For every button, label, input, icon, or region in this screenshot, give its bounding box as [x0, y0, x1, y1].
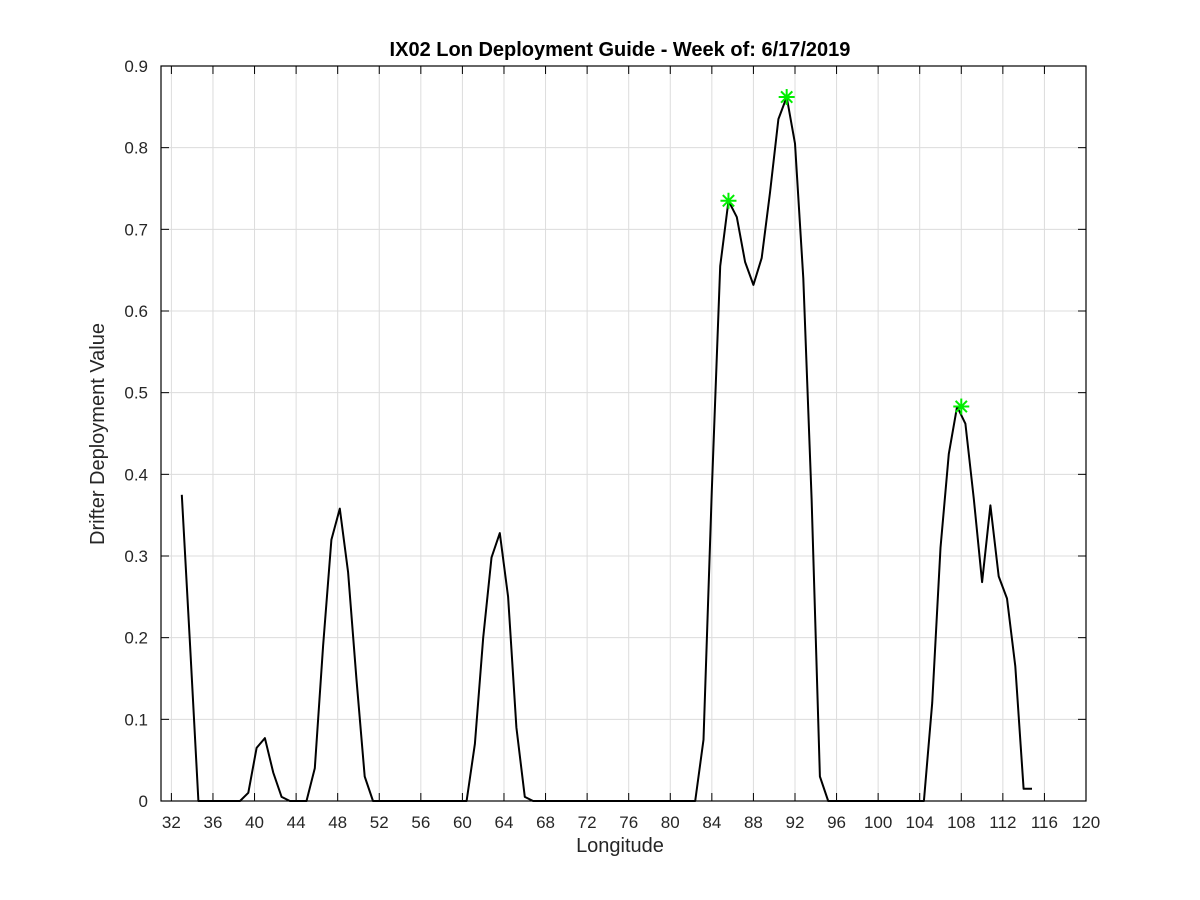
x-tick-label: 108 [947, 813, 975, 832]
y-tick-label: 0.3 [124, 547, 148, 566]
x-tick-label: 100 [864, 813, 892, 832]
plot-area-frame [160, 65, 1087, 802]
peak-marker-layer [720, 89, 970, 415]
x-tick-label: 52 [370, 813, 389, 832]
x-tick-label: 32 [162, 813, 181, 832]
y-tick-label: 0.7 [124, 220, 148, 239]
y-tick-label: 0.5 [124, 384, 148, 403]
x-tick-label: 76 [619, 813, 638, 832]
x-tick-label: 112 [989, 813, 1016, 832]
y-tick-label: 0.9 [124, 57, 148, 76]
x-tick-label: 104 [906, 813, 934, 832]
peak-marker-stroke [954, 400, 968, 413]
y-tick-label: 0.6 [124, 302, 148, 321]
chart-title: IX02 Lon Deployment Guide - Week of: 6/1… [390, 39, 851, 61]
y-tick-label: 0.8 [124, 139, 148, 158]
peak-marker-stroke [780, 90, 794, 104]
x-tick-label: 92 [786, 813, 805, 832]
y-tick-label: 0.2 [124, 629, 148, 648]
x-tick-label: 68 [536, 813, 555, 832]
x-tick-label: 40 [245, 813, 264, 832]
x-tick-label: 116 [1031, 813, 1058, 832]
y-tick-label: 0.1 [124, 710, 148, 729]
x-tick-label: 88 [744, 813, 763, 832]
x-tick-label: 36 [204, 813, 223, 832]
y-axis-label: Drifter Deployment Value [87, 323, 109, 545]
grid-lines [161, 65, 1087, 802]
x-tick-label: 96 [827, 813, 846, 832]
peak-marker [720, 192, 737, 209]
x-tick-label: 84 [702, 813, 721, 832]
x-tick-label: 60 [453, 813, 472, 832]
x-axis-label: Longitude [576, 835, 664, 857]
x-tick-label: 64 [495, 813, 514, 832]
x-tick-label: 72 [578, 813, 597, 832]
y-tick-label: 0 [139, 792, 148, 811]
x-tick-label: 44 [287, 813, 306, 832]
peak-marker [778, 89, 795, 106]
x-tick-label: 48 [328, 813, 347, 832]
x-tick-label: 80 [661, 813, 680, 832]
peak-marker-stroke [722, 194, 735, 208]
x-tick-label: 120 [1072, 813, 1100, 832]
y-tick-label: 0.4 [124, 465, 148, 484]
deployment-value-line [180, 96, 1032, 802]
series-layer [180, 96, 1032, 802]
x-tick-label: 56 [411, 813, 430, 832]
peak-marker [953, 398, 970, 415]
axis-ticks: 32 36 40 44 48 52 56 60 64 68 72 76 80 84 88 92 96 100 104… [124, 57, 1100, 832]
